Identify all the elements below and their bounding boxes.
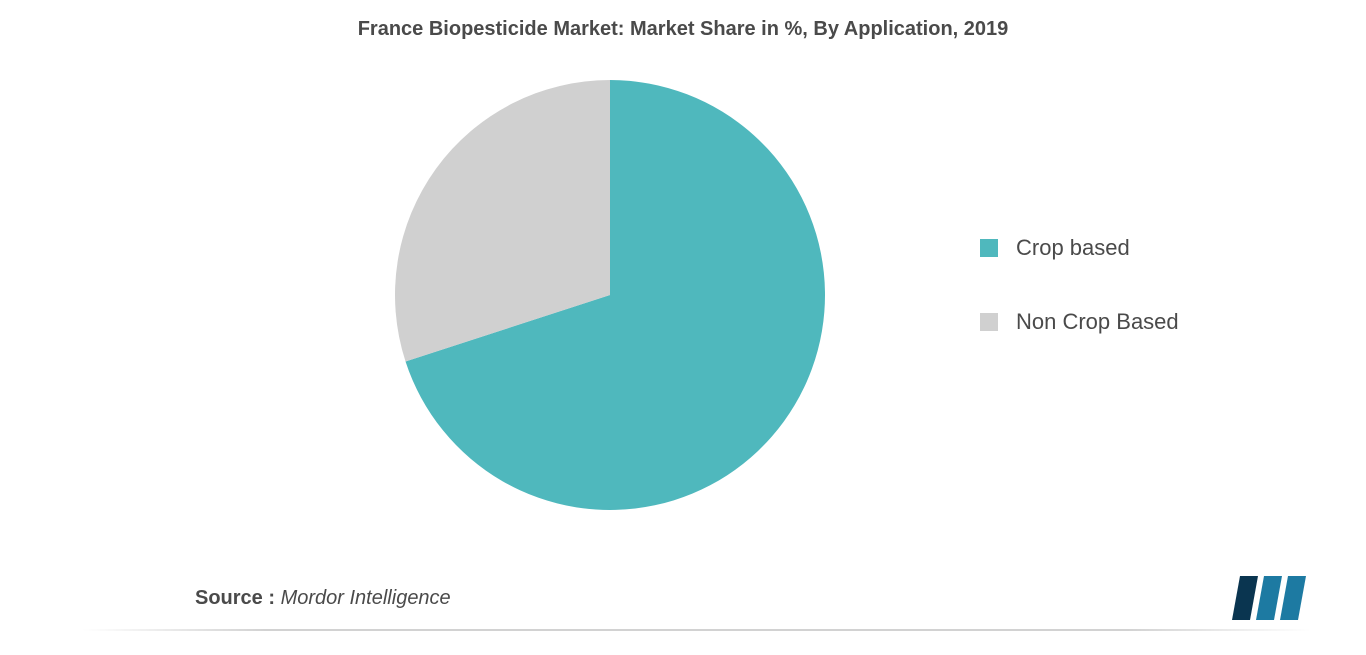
- brand-logo: [1232, 576, 1306, 625]
- logo-bar-2: [1280, 576, 1306, 620]
- legend-swatch: [980, 313, 998, 331]
- legend-label: Crop based: [1016, 235, 1130, 261]
- legend-label: Non Crop Based: [1016, 309, 1179, 335]
- pie-chart: [395, 80, 825, 515]
- source-value: Mordor Intelligence: [281, 587, 451, 609]
- source-attribution: Source : Mordor Intelligence: [195, 587, 451, 610]
- legend-item-1: Non Crop Based: [980, 309, 1179, 335]
- logo-bar-1: [1256, 576, 1282, 620]
- chart-title: France Biopesticide Market: Market Share…: [0, 0, 1366, 41]
- footer-divider: [82, 629, 1311, 631]
- chart-legend: Crop based Non Crop Based: [980, 235, 1179, 383]
- legend-item-0: Crop based: [980, 235, 1179, 261]
- chart-area: Crop based Non Crop Based: [0, 70, 1366, 560]
- source-label: Source :: [195, 587, 275, 609]
- legend-swatch: [980, 239, 998, 257]
- logo-bar-0: [1232, 576, 1258, 620]
